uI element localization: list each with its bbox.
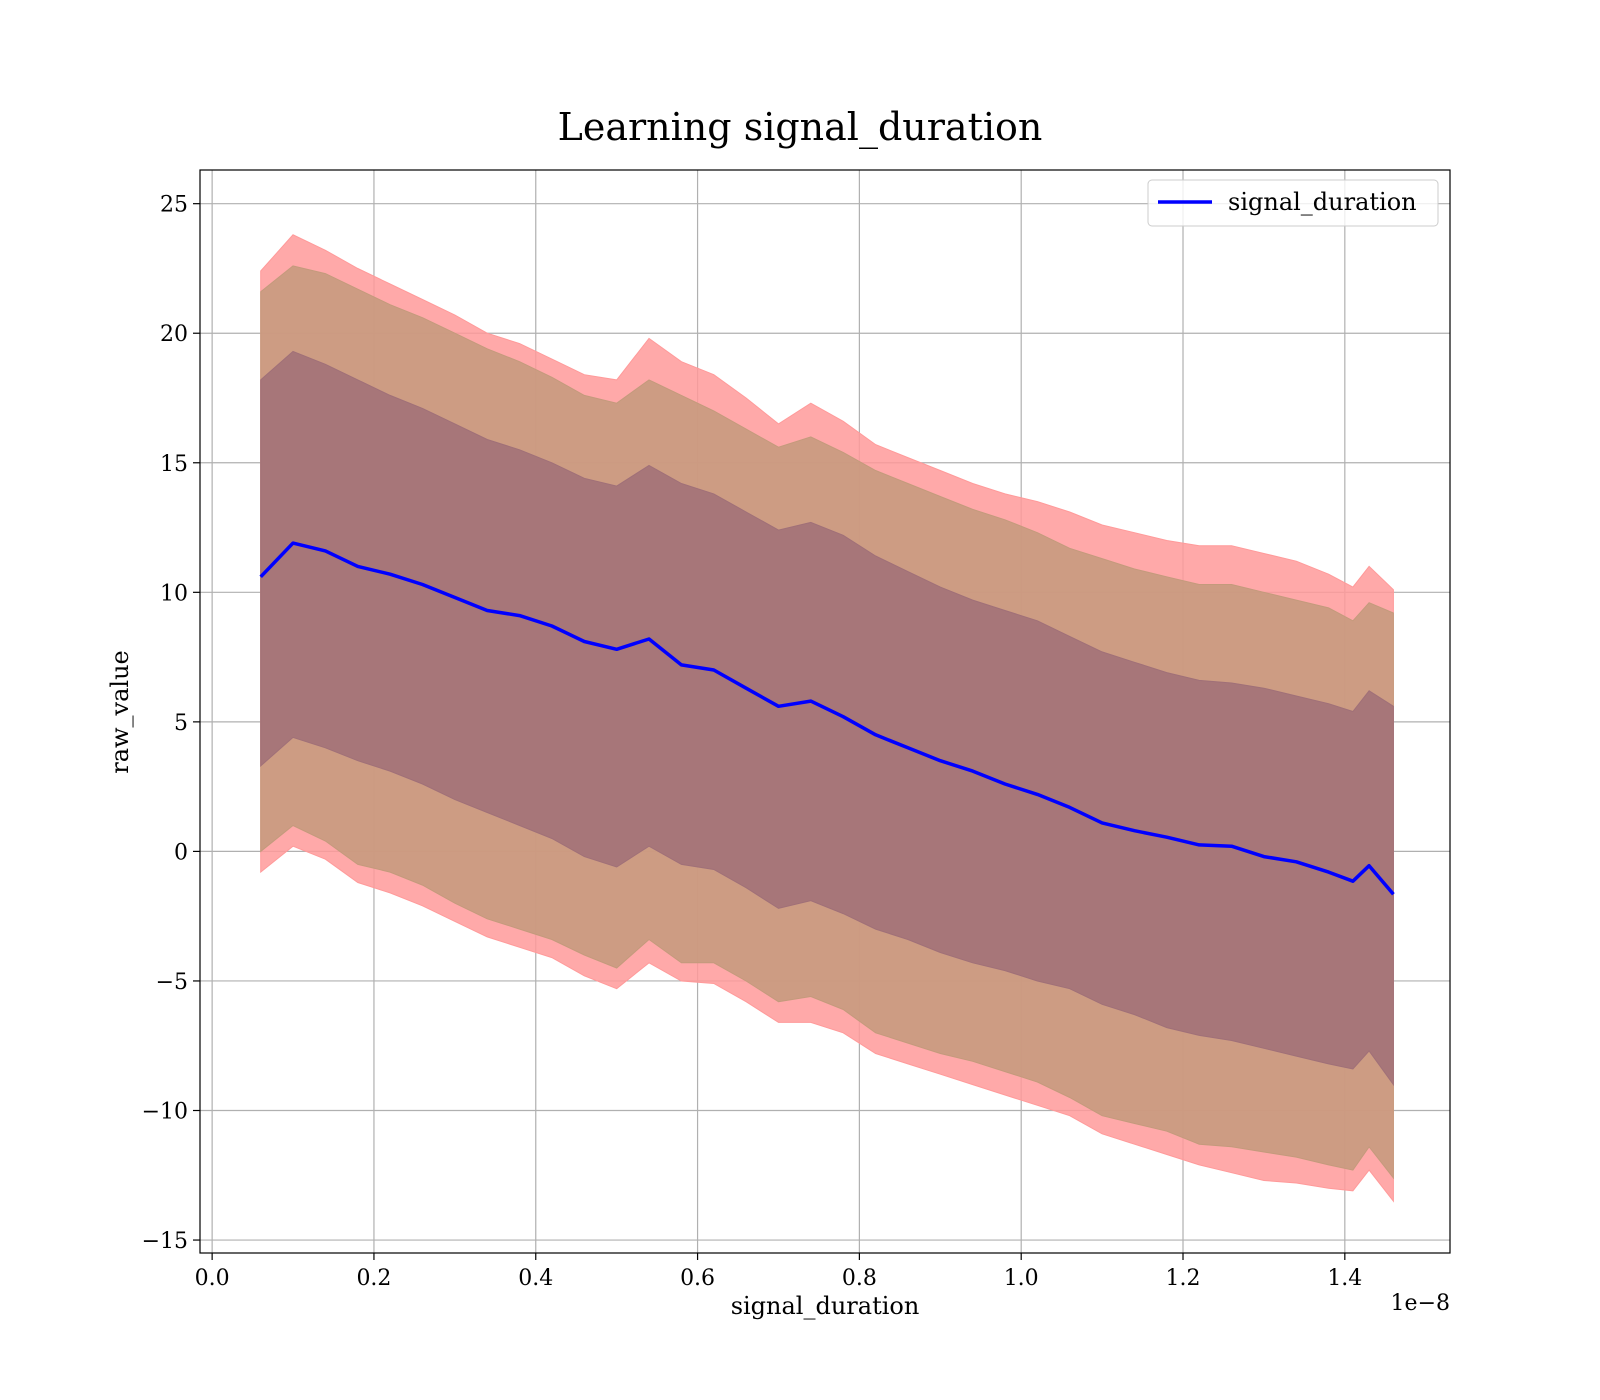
x-ticks: 0.0 0.2 0.4 0.6 0.8 1.0 1.2 1.4 bbox=[195, 1253, 1362, 1291]
chart-title: Learning signal_duration bbox=[558, 105, 1043, 150]
y-tick-label: 5 bbox=[174, 711, 188, 736]
y-tick-label: −15 bbox=[142, 1229, 188, 1254]
x-axis-label: signal_duration bbox=[731, 1292, 920, 1320]
x-tick-label: 1.4 bbox=[1327, 1266, 1362, 1291]
y-tick-label: 25 bbox=[160, 193, 188, 218]
legend-entry-signal_duration: signal_duration bbox=[1228, 188, 1417, 216]
y-tick-label: −10 bbox=[142, 1100, 188, 1125]
y-ticks: 25 20 15 10 5 0 −5 −10 −15 bbox=[142, 193, 200, 1254]
plot-frame bbox=[199, 169, 1451, 1254]
x-tick-label: 0.0 bbox=[195, 1266, 230, 1291]
series-lines bbox=[259, 541, 1395, 896]
y-tick-label: −5 bbox=[156, 970, 188, 995]
legend: signal_duration bbox=[1147, 179, 1439, 227]
x-tick-label: 1.0 bbox=[1004, 1266, 1039, 1291]
y-tick-label: 0 bbox=[174, 840, 188, 865]
x-tick-label: 0.8 bbox=[842, 1266, 877, 1291]
x-tick-label: 0.2 bbox=[356, 1266, 391, 1291]
y-axis-label: raw_value bbox=[106, 650, 134, 774]
y-tick-label: 10 bbox=[160, 581, 188, 606]
y-tick-label: 20 bbox=[160, 322, 188, 347]
x-tick-label: 1.2 bbox=[1166, 1266, 1201, 1291]
x-offset-label: 1e−8 bbox=[1391, 1291, 1450, 1316]
band-inner bbox=[260, 350, 1394, 1087]
x-tick-label: 0.4 bbox=[518, 1266, 553, 1291]
x-tick-label: 0.6 bbox=[680, 1266, 715, 1291]
y-tick-label: 15 bbox=[160, 452, 188, 477]
legend-box bbox=[1147, 179, 1439, 227]
series-line-signal_duration bbox=[259, 541, 1395, 896]
bands bbox=[260, 234, 1394, 1203]
